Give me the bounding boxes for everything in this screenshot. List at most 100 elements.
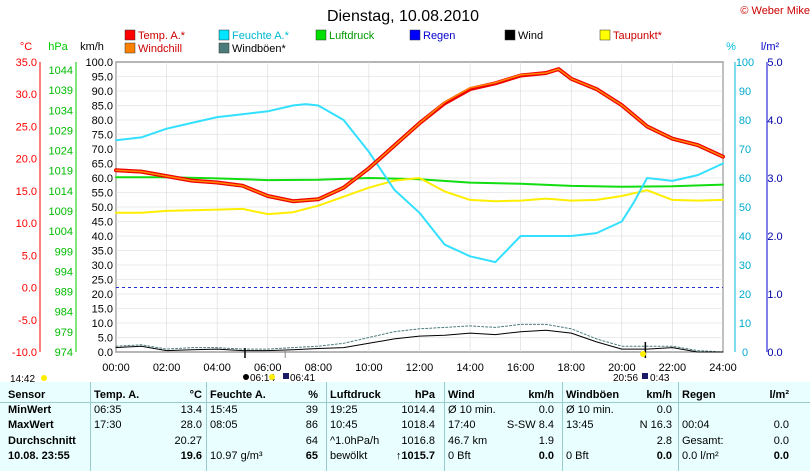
- legend-swatch: [218, 42, 230, 54]
- time-tick-label: 20:00: [608, 362, 636, 374]
- stats-header-cell: km/h: [646, 389, 672, 401]
- stats-table: Sensor Temp. A. °C Feuchte A.% Luftdruck hPa W…: [0, 382, 810, 471]
- pressure-tick-label: 1034: [49, 105, 73, 117]
- stats-cell: 0 Bft: [448, 450, 471, 462]
- wind-tick-label: 75.0: [92, 130, 113, 142]
- stats-header-row: Sensor Temp. A. °C Feuchte A.% Luftdruck hPa W…: [0, 388, 810, 402]
- wind-tick-label: 70.0: [92, 144, 113, 156]
- stats-cell: 10.08. 23:55: [8, 450, 70, 462]
- stats-row: 10.08. 23:55 19.6 10.97 g/m³ 65 bewölkt ↑1015…: [0, 449, 810, 463]
- moon-label: 0:43: [650, 373, 670, 384]
- legend-label: Feuchte A.*: [232, 30, 290, 42]
- time-tick-label: 16:00: [507, 362, 535, 374]
- wind-tick-label: 90.0: [92, 86, 113, 98]
- wind-tick-label: 85.0: [92, 101, 113, 113]
- stats-cell: 10.97 g/m³: [210, 450, 263, 462]
- time-tick-label: 14:00: [456, 362, 484, 374]
- stats-cell: N 16.3: [639, 419, 672, 431]
- stats-cell: S-SW 8.4: [506, 419, 554, 431]
- stats-cell: 13:45: [566, 419, 594, 431]
- series-group: [114, 67, 725, 353]
- grid-lines: [115, 61, 724, 353]
- pressure-tick-label: 984: [55, 307, 73, 319]
- humidity-axis-unit: %: [726, 41, 736, 53]
- rain-tick-label: 1.0: [767, 289, 782, 301]
- wind-tick-label: 15.0: [92, 304, 113, 316]
- stats-cell: 86: [305, 419, 318, 431]
- stats-header-cell: Luftdruck: [330, 389, 381, 401]
- stats-header-cell: Windböen: [566, 389, 620, 401]
- stats-cell: 0.0: [773, 419, 789, 431]
- wind-axis-unit: km/h: [80, 41, 104, 53]
- time-tick-label: 22:00: [659, 362, 687, 374]
- sun-icon: [640, 351, 646, 357]
- stats-header-cell: °C: [189, 389, 202, 401]
- sunrise-full-label: 06:41: [290, 373, 315, 384]
- pressure-tick-label: 1044: [49, 65, 73, 77]
- chart-title: Dienstag, 10.08.2010: [327, 8, 479, 25]
- humidity-tick-label: 70: [739, 144, 751, 156]
- wind-tick-label: 35.0: [92, 246, 113, 258]
- rain-axis-unit: l/m²: [761, 41, 780, 53]
- table-header-divider: [0, 402, 810, 403]
- wind-tick-label: 60.0: [92, 173, 113, 185]
- sunset-label: 20:56: [613, 373, 638, 384]
- stats-cell: 28.0: [180, 419, 202, 431]
- stats-cell: 19.6: [180, 450, 202, 462]
- sun-icon: [269, 374, 275, 380]
- stats-cell: 13.4: [180, 404, 202, 416]
- humidity-tick-label: 10: [739, 318, 751, 330]
- table-divider: [444, 382, 445, 471]
- stats-cell: 15:45: [210, 404, 238, 416]
- legend-swatch: [218, 29, 230, 41]
- wind-tick-label: 0.0: [98, 347, 113, 359]
- wind-tick-label: 20.0: [92, 289, 113, 301]
- time-tick-label: 04:00: [203, 362, 231, 374]
- legend-swatch: [409, 29, 421, 41]
- axes-group: 35.0 30.0 25.0 20.0 15.0 10.0 5.0 0.0 -5.0 -10.0 1…: [12, 57, 783, 374]
- pressure-tick-label: 1039: [49, 85, 73, 97]
- temp-tick-label: 35.0: [16, 57, 37, 69]
- legend-label: Taupunkt*: [613, 30, 663, 42]
- stats-cell: 0.0 l/m²: [682, 450, 719, 462]
- stats-cell: 06:35: [94, 404, 122, 416]
- time-tick-label: 06:00: [254, 362, 282, 374]
- stats-cell: 00:04: [682, 419, 710, 431]
- humidity-tick-label: 0: [742, 347, 748, 359]
- time-tick-label: 18:00: [557, 362, 585, 374]
- stats-cell: 1.9: [538, 435, 554, 447]
- pressure-tick-label: 974: [55, 347, 73, 359]
- sunrise-label: 06:14: [250, 373, 275, 384]
- chart-legend: Temp. A.*Windchill Feuchte A.*Windböen* Lu…: [124, 29, 663, 55]
- legend-label: Windchill: [138, 43, 182, 55]
- wind-tick-label: 45.0: [92, 217, 113, 229]
- legend-label: Luftdruck: [329, 30, 375, 42]
- legend-swatch: [124, 42, 136, 54]
- humidity-tick-label: 60: [739, 173, 751, 185]
- wind-tick-label: 55.0: [92, 188, 113, 200]
- legend-label: Wind: [518, 30, 543, 42]
- stats-cell: 20.27: [174, 435, 202, 447]
- stats-cell: 0.0: [656, 404, 672, 416]
- humidity-tick-label: 40: [739, 231, 751, 243]
- wind-tick-label: 25.0: [92, 275, 113, 287]
- stats-header-cell: hPa: [414, 389, 435, 401]
- rain-tick-label: 2.0: [767, 231, 782, 243]
- table-divider: [206, 382, 207, 471]
- series-line-windb-en: [115, 323, 724, 353]
- humidity-tick-label: 50: [739, 202, 751, 214]
- pressure-tick-label: 1029: [49, 125, 73, 137]
- stats-cell: 64: [305, 435, 318, 447]
- wind-tick-label: 65.0: [92, 159, 113, 171]
- stats-header-cell: l/m²: [769, 389, 789, 401]
- temp-tick-label: 10.0: [16, 218, 37, 230]
- stats-cell: ↑1015.7: [395, 450, 435, 462]
- stats-cell: 2.8: [656, 435, 672, 447]
- wind-tick-label: 95.0: [92, 72, 113, 84]
- humidity-tick-label: 80: [739, 115, 751, 127]
- pressure-tick-label: 1024: [49, 146, 73, 158]
- time-tick-label: 10:00: [355, 362, 383, 374]
- series-line-luftdruck: [115, 176, 724, 188]
- stats-cell: 39: [305, 404, 318, 416]
